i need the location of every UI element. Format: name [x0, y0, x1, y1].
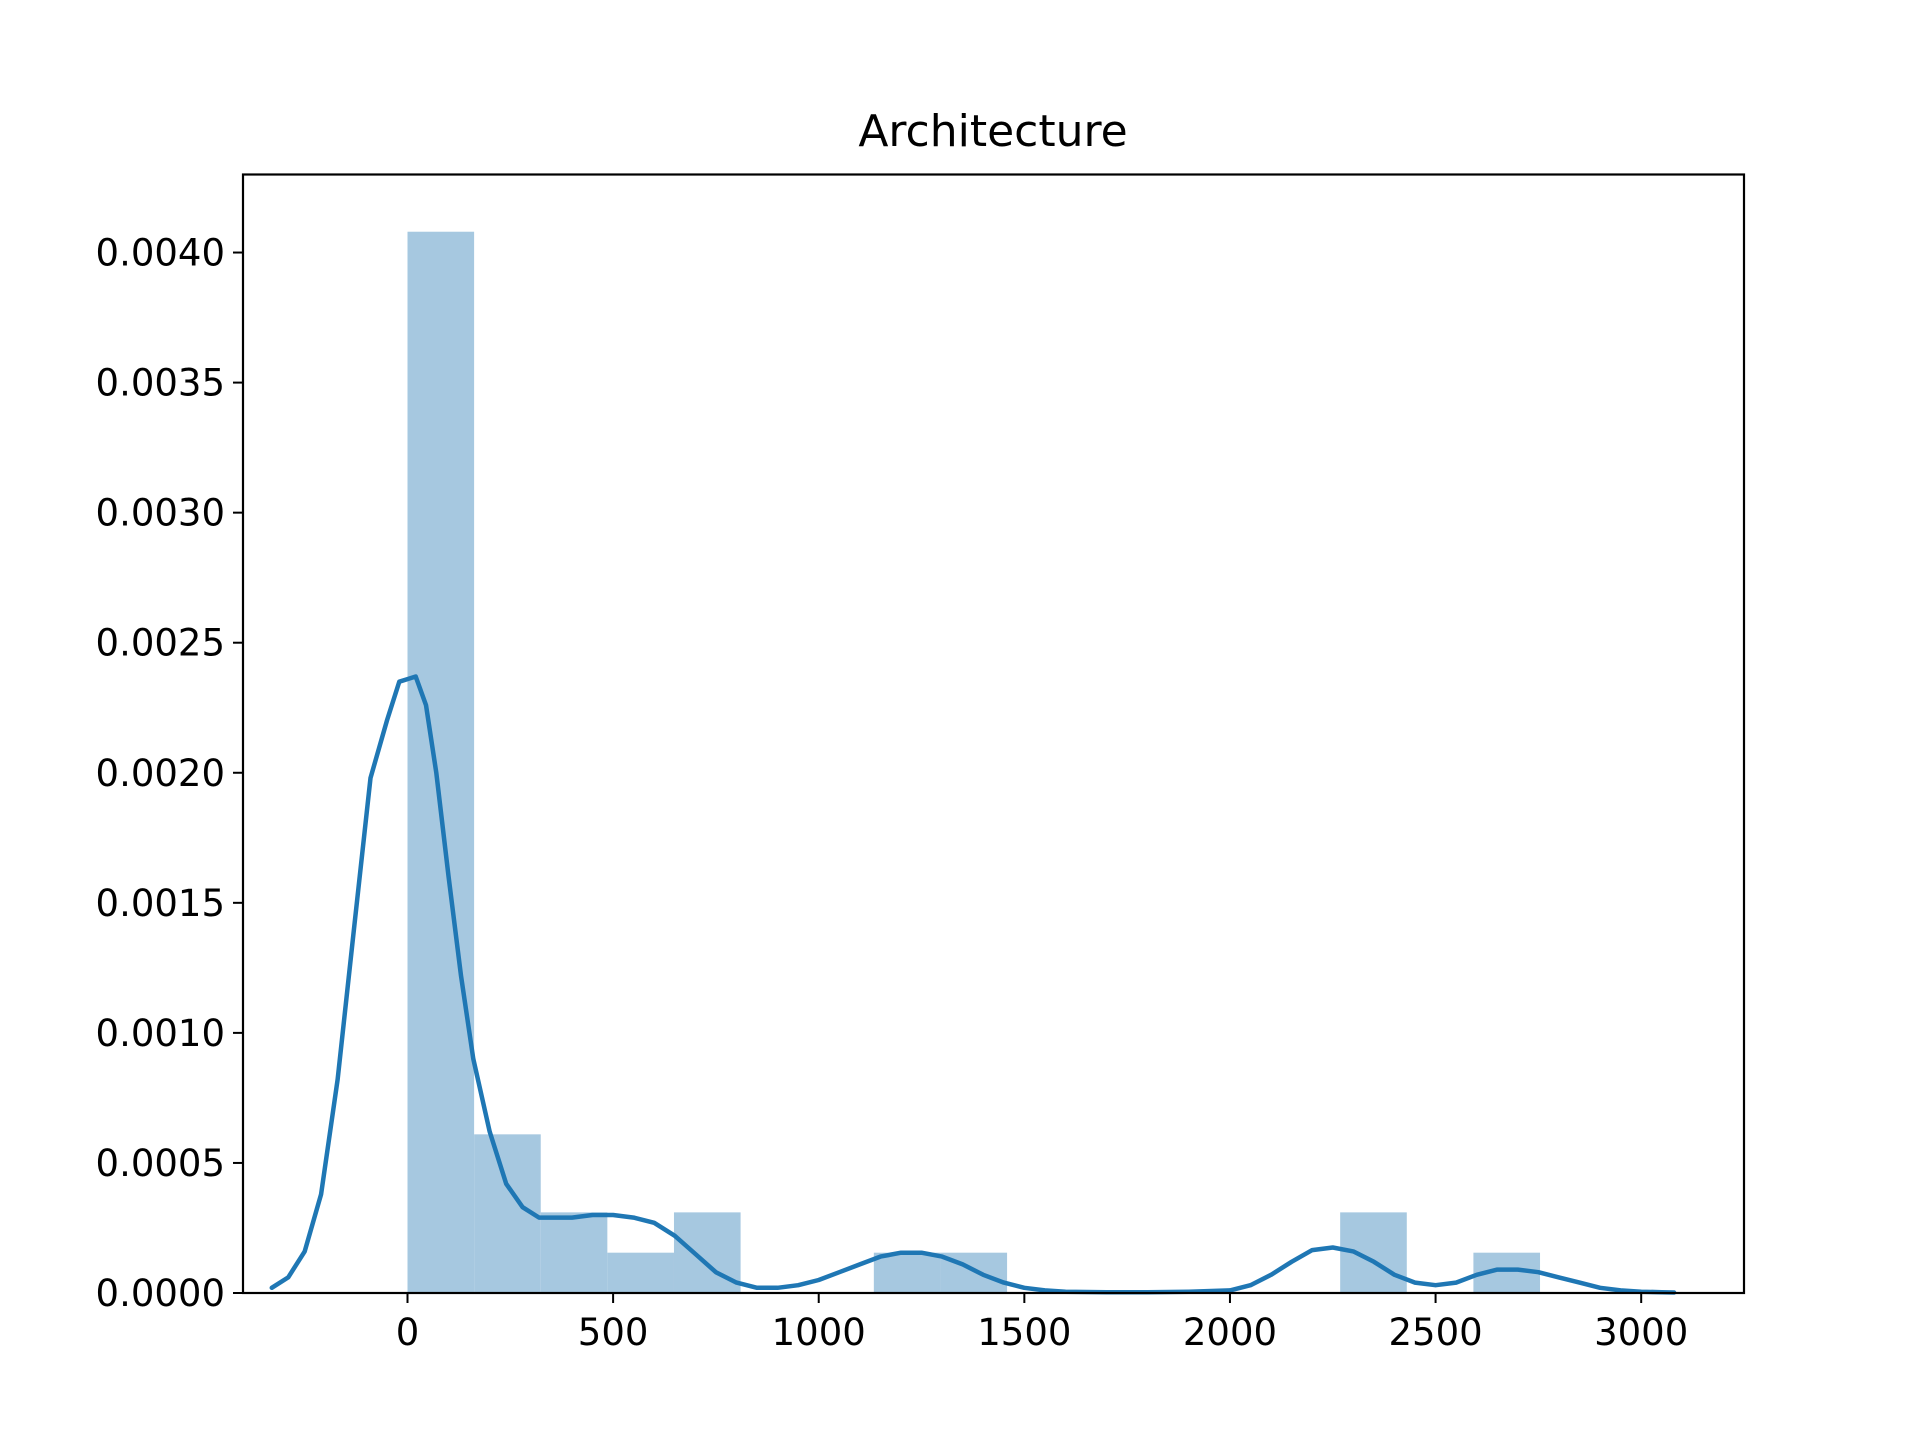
y-tick-label: 0.0035	[96, 362, 225, 405]
x-tick-label: 0	[396, 1311, 420, 1354]
y-tick-label: 0.0025	[96, 622, 225, 665]
histogram-bars	[407, 231, 1541, 1293]
plot-frame	[241, 173, 1746, 1295]
x-tick-label: 500	[578, 1311, 649, 1354]
histogram-bar	[607, 1252, 674, 1293]
histogram-bar	[873, 1252, 941, 1293]
x-axis: 0 500 1000 1500 2000 2500 3000	[396, 1293, 1688, 1354]
y-tick-label: 0.0005	[96, 1142, 225, 1185]
x-tick-label: 3000	[1594, 1311, 1688, 1354]
y-tick-label: 0.0015	[96, 882, 225, 925]
x-tick-label: 1000	[772, 1311, 866, 1354]
y-tick-label: 0.0010	[96, 1012, 225, 1055]
y-tick-label: 0.0020	[96, 752, 225, 795]
y-tick-label: 0.0030	[96, 492, 225, 535]
histogram-bar	[407, 231, 475, 1293]
x-tick-label: 2500	[1388, 1311, 1482, 1354]
y-axis: 0.0000 0.0005 0.0010 0.0015 0.0020 0.0025 0.00…	[96, 232, 243, 1315]
histogram-bar	[540, 1212, 608, 1293]
y-tick-label: 0.0000	[96, 1272, 225, 1315]
x-tick-label: 1500	[977, 1311, 1071, 1354]
chart-title: Architecture	[858, 106, 1127, 157]
y-tick-label: 0.0040	[96, 232, 225, 275]
x-tick-label: 2000	[1183, 1311, 1277, 1354]
kde-curve	[269, 674, 1677, 1295]
